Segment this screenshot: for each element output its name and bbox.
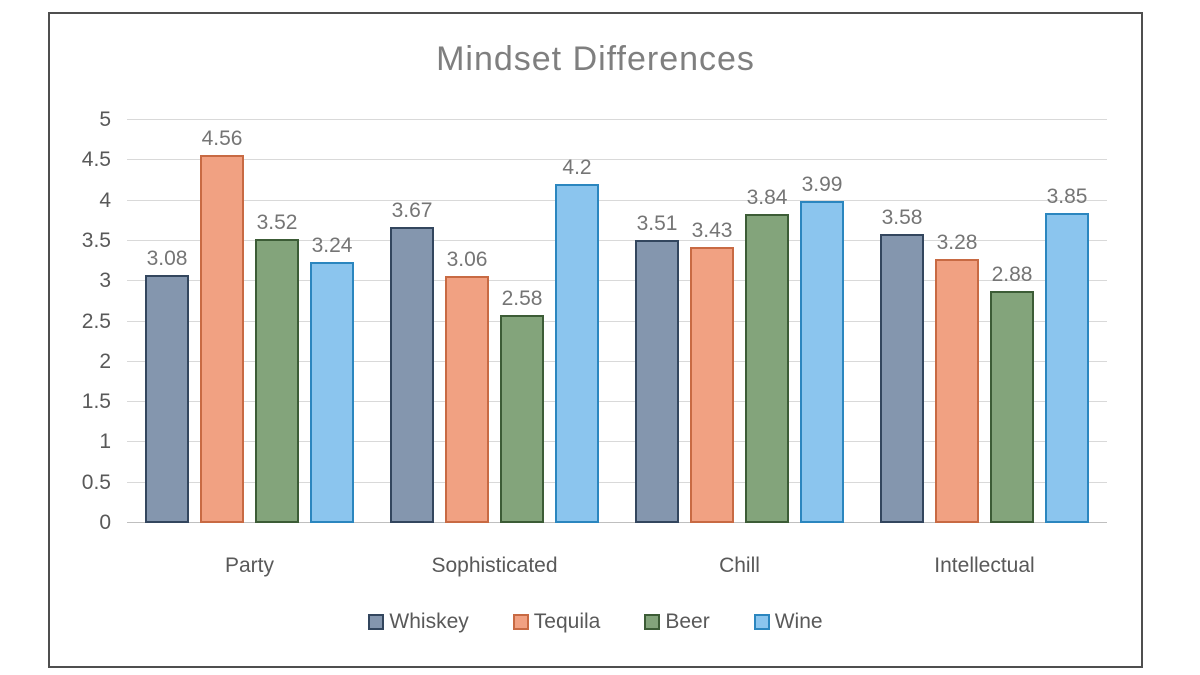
bar-slot: 3.51: [635, 120, 679, 523]
y-tick-label: 3: [99, 269, 111, 293]
data-label: 3.24: [311, 233, 353, 257]
data-label: 3.43: [691, 218, 733, 242]
bar-beer-chill: [745, 213, 789, 523]
chart-figure: Mindset Differences 5 4.5 4 3.5 3 2.5 2 1.5 1 0.5…: [48, 12, 1143, 668]
gridline: [127, 199, 1107, 201]
data-label: 3.08: [146, 246, 188, 270]
data-label: 2.58: [501, 287, 543, 311]
data-label: 3.99: [801, 173, 843, 197]
category-label-sophisticated: Sophisticated: [431, 554, 558, 577]
bar-whiskey-intellectual: [880, 234, 924, 523]
legend-label: Wine: [774, 610, 823, 633]
gridline: [127, 441, 1107, 443]
y-tick-label: 0: [99, 511, 111, 534]
bar-wine-chill: [800, 201, 844, 523]
category-label-party: Party: [224, 554, 274, 577]
category-label-intellectual: Intellectual: [934, 554, 1035, 577]
bar-slot: 4.56: [200, 120, 244, 523]
y-tick-label: 2.5: [81, 309, 111, 333]
bar-slot: 3.52: [255, 120, 299, 523]
bar-tequila-party: [200, 155, 244, 523]
legend-item-wine: Wine: [753, 610, 823, 634]
legend-label: Whiskey: [389, 610, 469, 633]
legend-swatch-icon: [753, 614, 770, 630]
y-tick-label: 0.5: [81, 470, 111, 494]
bar-slot: 3.99: [800, 120, 844, 523]
legend-item-whiskey: Whiskey: [368, 610, 469, 634]
bar-group-intellectual: 3.58 3.28 2.88 3.85: [862, 120, 1107, 523]
legend-item-tequila: Tequila: [512, 610, 601, 634]
bar-tequila-sophisticated: [445, 276, 489, 523]
legend-item-beer: Beer: [644, 610, 710, 634]
bar-wine-party: [310, 261, 354, 523]
y-tick-label: 4: [99, 188, 111, 212]
gridline: [127, 159, 1107, 161]
bar-groups: 3.08 4.56 3.52 3.24 3.67 3.06 2.58 4.2 3.51 3.43 3…: [127, 120, 1107, 523]
bar-beer-party: [255, 239, 299, 523]
data-label: 3.58: [881, 206, 923, 230]
legend-swatch-icon: [512, 614, 529, 630]
bar-wine-intellectual: [1045, 212, 1089, 523]
bar-tequila-chill: [690, 246, 734, 523]
bar-slot: 3.85: [1045, 120, 1089, 523]
data-label: 2.88: [991, 262, 1033, 286]
data-label: 3.84: [746, 185, 788, 209]
bar-wine-sophisticated: [555, 184, 599, 523]
gridline: [127, 320, 1107, 322]
bar-group-sophisticated: 3.67 3.06 2.58 4.2: [372, 120, 617, 523]
data-label: 4.56: [201, 127, 243, 151]
y-tick-label: 4.5: [81, 148, 111, 172]
data-label: 3.85: [1046, 184, 1088, 208]
gridline: [127, 522, 1107, 523]
bar-slot: 4.2: [555, 120, 599, 523]
bar-beer-sophisticated: [500, 315, 544, 523]
gridline: [127, 280, 1107, 282]
bar-slot: 3.06: [445, 120, 489, 523]
bar-whiskey-sophisticated: [390, 227, 434, 523]
y-tick-label: 5: [99, 108, 111, 131]
bar-slot: 2.88: [990, 120, 1034, 523]
legend-label: Tequila: [533, 610, 601, 633]
bar-whiskey-party: [145, 274, 189, 523]
bar-beer-intellectual: [990, 290, 1034, 523]
bar-slot: 3.24: [310, 120, 354, 523]
data-label: 4.2: [562, 156, 592, 180]
y-tick-label: 2: [99, 349, 111, 373]
y-tick-label: 1: [99, 430, 111, 454]
legend-swatch-icon: [644, 614, 661, 630]
bar-slot: 3.08: [145, 120, 189, 523]
legend-label: Beer: [665, 610, 710, 633]
gridline: [127, 401, 1107, 403]
bar-slot: 3.43: [690, 120, 734, 523]
data-label: 3.06: [446, 248, 488, 272]
bar-slot: 3.28: [935, 120, 979, 523]
bar-slot: 3.84: [745, 120, 789, 523]
x-axis: Party Sophisticated Chill Intellectual: [127, 554, 1107, 578]
gridline: [127, 239, 1107, 241]
chart-title: Mindset Differences: [436, 40, 755, 78]
category-label-chill: Chill: [719, 554, 760, 577]
legend-swatch-icon: [368, 614, 385, 630]
bar-slot: 3.67: [390, 120, 434, 523]
data-label: 3.67: [391, 199, 433, 223]
bar-whiskey-chill: [635, 240, 679, 523]
legend: Whiskey Tequila Beer Wine: [50, 610, 1141, 634]
bar-tequila-intellectual: [935, 258, 979, 523]
data-label: 3.28: [936, 230, 978, 254]
bar-slot: 2.58: [500, 120, 544, 523]
y-tick-label: 1.5: [81, 390, 111, 414]
data-label: 3.51: [636, 212, 678, 236]
bar-group-party: 3.08 4.56 3.52 3.24: [127, 120, 372, 523]
bar-slot: 3.58: [880, 120, 924, 523]
gridline: [127, 360, 1107, 362]
data-label: 3.52: [256, 211, 298, 235]
y-tick-label: 3.5: [81, 228, 111, 252]
bar-group-chill: 3.51 3.43 3.84 3.99: [617, 120, 862, 523]
gridline: [127, 119, 1107, 120]
gridline: [127, 481, 1107, 483]
plot-area: 5 4.5 4 3.5 3 2.5 2 1.5 1 0.5 0 3.08 4.56 3.52 3.24 3.…: [82, 109, 1107, 534]
